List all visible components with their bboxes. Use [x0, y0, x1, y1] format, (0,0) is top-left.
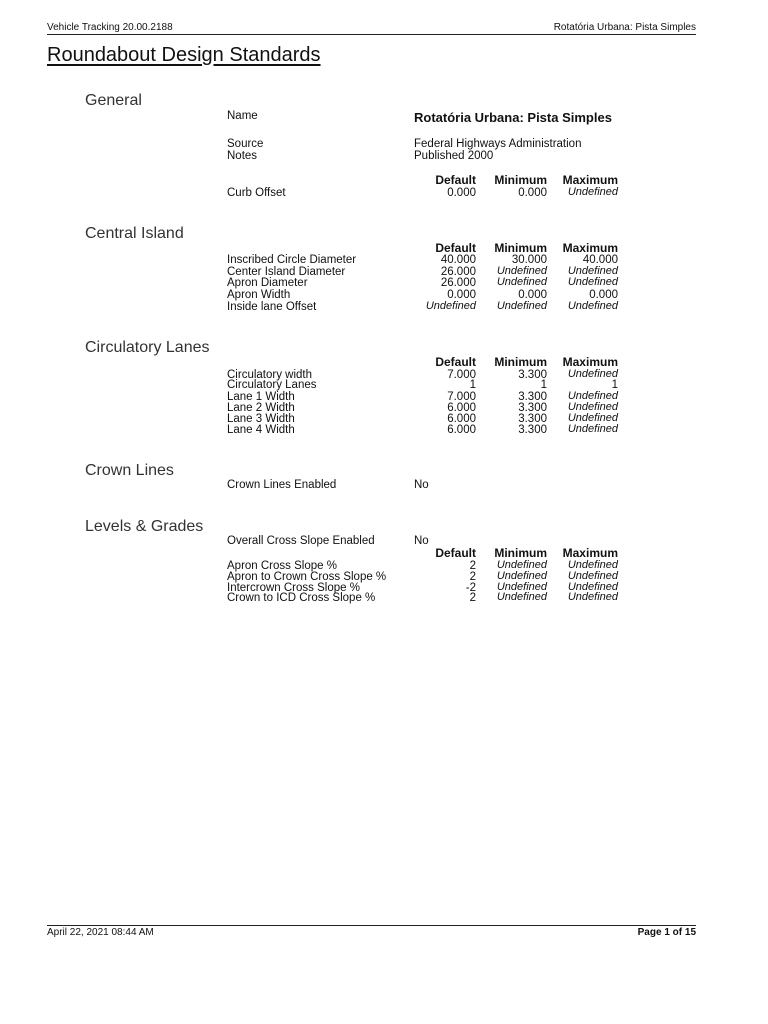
row-value-maximum: Undefined — [567, 570, 618, 582]
row-value-maximum: Undefined — [567, 559, 618, 571]
section-general: General — [85, 92, 142, 109]
row-value-minimum: Undefined — [496, 570, 547, 582]
source-label: Source — [227, 138, 264, 150]
row-value-default: 40.000 — [440, 254, 476, 266]
row-label: Lane 3 Width — [227, 413, 295, 425]
row-value-default: Undefined — [425, 300, 476, 312]
row-value-minimum: 0.000 — [518, 289, 547, 301]
row-value-minimum: 3.300 — [518, 391, 547, 403]
column-header-minimum: Minimum — [494, 241, 547, 255]
section-levels-grades: Levels & Grades — [85, 518, 204, 535]
row-value-maximum: Undefined — [567, 390, 618, 402]
row-value-minimum: 0.000 — [518, 187, 547, 199]
column-header-maximum: Maximum — [562, 546, 618, 560]
notes-label: Notes — [227, 150, 258, 162]
row-label: Apron Width — [227, 289, 291, 301]
row-value-minimum: Undefined — [496, 591, 547, 603]
column-header-maximum: Maximum — [562, 173, 618, 187]
row-value-default: 26.000 — [440, 266, 476, 278]
section-central-island: Central Island — [85, 225, 184, 242]
row-value-maximum: Undefined — [567, 591, 618, 603]
row-value-maximum: Undefined — [567, 412, 618, 424]
column-header-default: Default — [435, 546, 476, 560]
row-value-minimum: 3.300 — [518, 413, 547, 425]
header-divider — [47, 34, 696, 35]
design-name-header: Rotatória Urbana: Pista Simples — [553, 22, 696, 33]
row-value-default: 2 — [469, 592, 476, 604]
row-value-minimum: 3.300 — [518, 402, 547, 414]
column-header-maximum: Maximum — [562, 241, 618, 255]
row-value-default: 26.000 — [440, 277, 476, 289]
row-label: Inside lane Offset — [227, 301, 317, 313]
row-value-maximum: Undefined — [567, 265, 618, 277]
row-label: Center Island Diameter — [227, 266, 346, 278]
row-value-maximum: Undefined — [567, 186, 618, 198]
row-value-default: 6.000 — [447, 402, 476, 414]
row-label: Lane 1 Width — [227, 391, 295, 403]
crown-lines-enabled-value: No — [414, 479, 429, 491]
row-value-minimum: Undefined — [496, 265, 547, 277]
column-header-minimum: Minimum — [494, 173, 547, 187]
section-crown-lines: Crown Lines — [85, 462, 174, 479]
app-version: Vehicle Tracking 20.00.2188 — [47, 22, 173, 33]
row-value-default: 1 — [469, 379, 476, 391]
footer-divider — [47, 925, 696, 926]
page-title: Roundabout Design Standards — [47, 44, 321, 66]
column-header-default: Default — [435, 173, 476, 187]
row-value-maximum: 40.000 — [582, 254, 618, 266]
row-label: Circulatory width — [227, 369, 312, 381]
row-value-default: 0.000 — [447, 289, 476, 301]
row-value-default: 7.000 — [447, 369, 476, 381]
row-value-default: 6.000 — [447, 424, 476, 436]
column-header-maximum: Maximum — [562, 355, 618, 369]
name-value: Rotatória Urbana: Pista Simples — [414, 110, 612, 125]
row-label: Crown to ICD Cross Slope % — [227, 592, 376, 604]
row-value-maximum: 0.000 — [589, 289, 618, 301]
row-label: Circulatory Lanes — [227, 379, 317, 391]
row-value-minimum: 30.000 — [511, 254, 547, 266]
row-value-default: 6.000 — [447, 413, 476, 425]
footer-timestamp: April 22, 2021 08:44 AM — [47, 927, 154, 938]
footer-page-number: Page 1 of 15 — [637, 927, 696, 938]
crown-lines-enabled-label: Crown Lines Enabled — [227, 479, 337, 491]
row-value-maximum: Undefined — [567, 401, 618, 413]
row-value-default: 2 — [469, 560, 476, 572]
row-label: Lane 4 Width — [227, 424, 295, 436]
row-value-minimum: Undefined — [496, 559, 547, 571]
row-value-minimum: Undefined — [496, 300, 547, 312]
column-header-minimum: Minimum — [494, 546, 547, 560]
row-label: Lane 2 Width — [227, 402, 295, 414]
row-label: Apron to Crown Cross Slope % — [227, 571, 387, 583]
row-value-maximum: Undefined — [567, 300, 618, 312]
row-value-maximum: 1 — [611, 379, 618, 391]
row-value-maximum: Undefined — [567, 581, 618, 593]
row-value-maximum: Undefined — [567, 368, 618, 380]
row-value-default: 7.000 — [447, 391, 476, 403]
source-value: Federal Highways Administration — [414, 138, 582, 150]
row-value-default: 2 — [469, 571, 476, 583]
row-label: Apron Diameter — [227, 277, 308, 289]
row-label: Apron Cross Slope % — [227, 560, 337, 572]
row-value-maximum: Undefined — [567, 423, 618, 435]
row-label: Intercrown Cross Slope % — [227, 582, 360, 594]
cross-slope-enabled-value: No — [414, 535, 429, 547]
row-value-minimum: Undefined — [496, 276, 547, 288]
section-circulatory-lanes: Circulatory Lanes — [85, 339, 210, 356]
column-header-default: Default — [435, 241, 476, 255]
row-label: Curb Offset — [227, 187, 286, 199]
name-label: Name — [227, 110, 258, 122]
row-value-maximum: Undefined — [567, 276, 618, 288]
column-header-minimum: Minimum — [494, 355, 547, 369]
row-value-default: 0.000 — [447, 187, 476, 199]
column-header-default: Default — [435, 355, 476, 369]
cross-slope-enabled-label: Overall Cross Slope Enabled — [227, 535, 375, 547]
row-value-minimum: 3.300 — [518, 369, 547, 381]
notes-value: Published 2000 — [414, 150, 494, 162]
row-value-minimum: 1 — [540, 379, 547, 391]
row-value-minimum: 3.300 — [518, 424, 547, 436]
row-value-default: -2 — [465, 582, 476, 594]
row-value-minimum: Undefined — [496, 581, 547, 593]
row-label: Inscribed Circle Diameter — [227, 254, 357, 266]
